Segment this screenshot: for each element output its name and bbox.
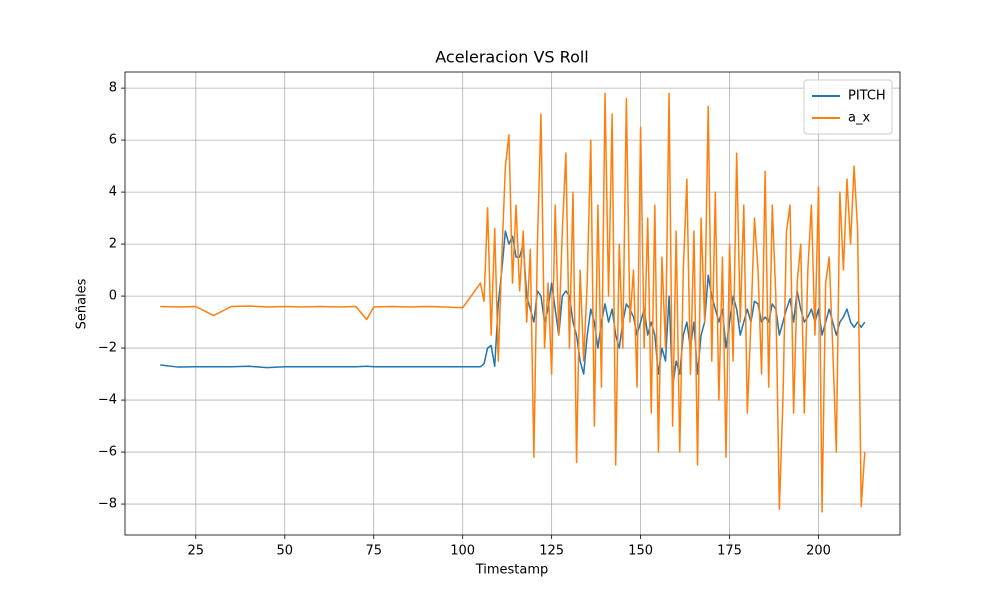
legend-box bbox=[803, 79, 893, 135]
y-tick-label: −2 bbox=[98, 341, 117, 356]
y-tick-label: 6 bbox=[109, 133, 117, 148]
y-tick-label: 0 bbox=[109, 289, 117, 304]
x-tick-label: 125 bbox=[539, 544, 564, 559]
x-tick-label: 175 bbox=[717, 544, 742, 559]
y-tick-label: −8 bbox=[98, 497, 117, 512]
chart-title: Aceleracion VS Roll bbox=[435, 48, 589, 67]
x-tick-label: 25 bbox=[188, 544, 205, 559]
x-tick-label: 75 bbox=[365, 544, 382, 559]
legend-label: a_x bbox=[848, 111, 870, 126]
y-axis-label: Señales bbox=[75, 278, 90, 329]
x-tick-label: 50 bbox=[276, 544, 293, 559]
line-series bbox=[160, 92, 866, 513]
plot-frame bbox=[124, 71, 901, 536]
line-series bbox=[160, 230, 866, 388]
x-tick-label: 100 bbox=[450, 544, 475, 559]
y-tick-label: 2 bbox=[109, 237, 117, 252]
x-tick-label: 150 bbox=[628, 544, 653, 559]
y-tick-label: 4 bbox=[109, 185, 117, 200]
y-tick-label: 8 bbox=[109, 81, 117, 96]
x-axis-label: Timestamp bbox=[475, 563, 549, 578]
x-tick-label: 200 bbox=[806, 544, 831, 559]
legend-label: PITCH bbox=[848, 89, 886, 104]
y-tick-label: −6 bbox=[98, 445, 117, 460]
y-tick-label: −4 bbox=[98, 393, 117, 408]
